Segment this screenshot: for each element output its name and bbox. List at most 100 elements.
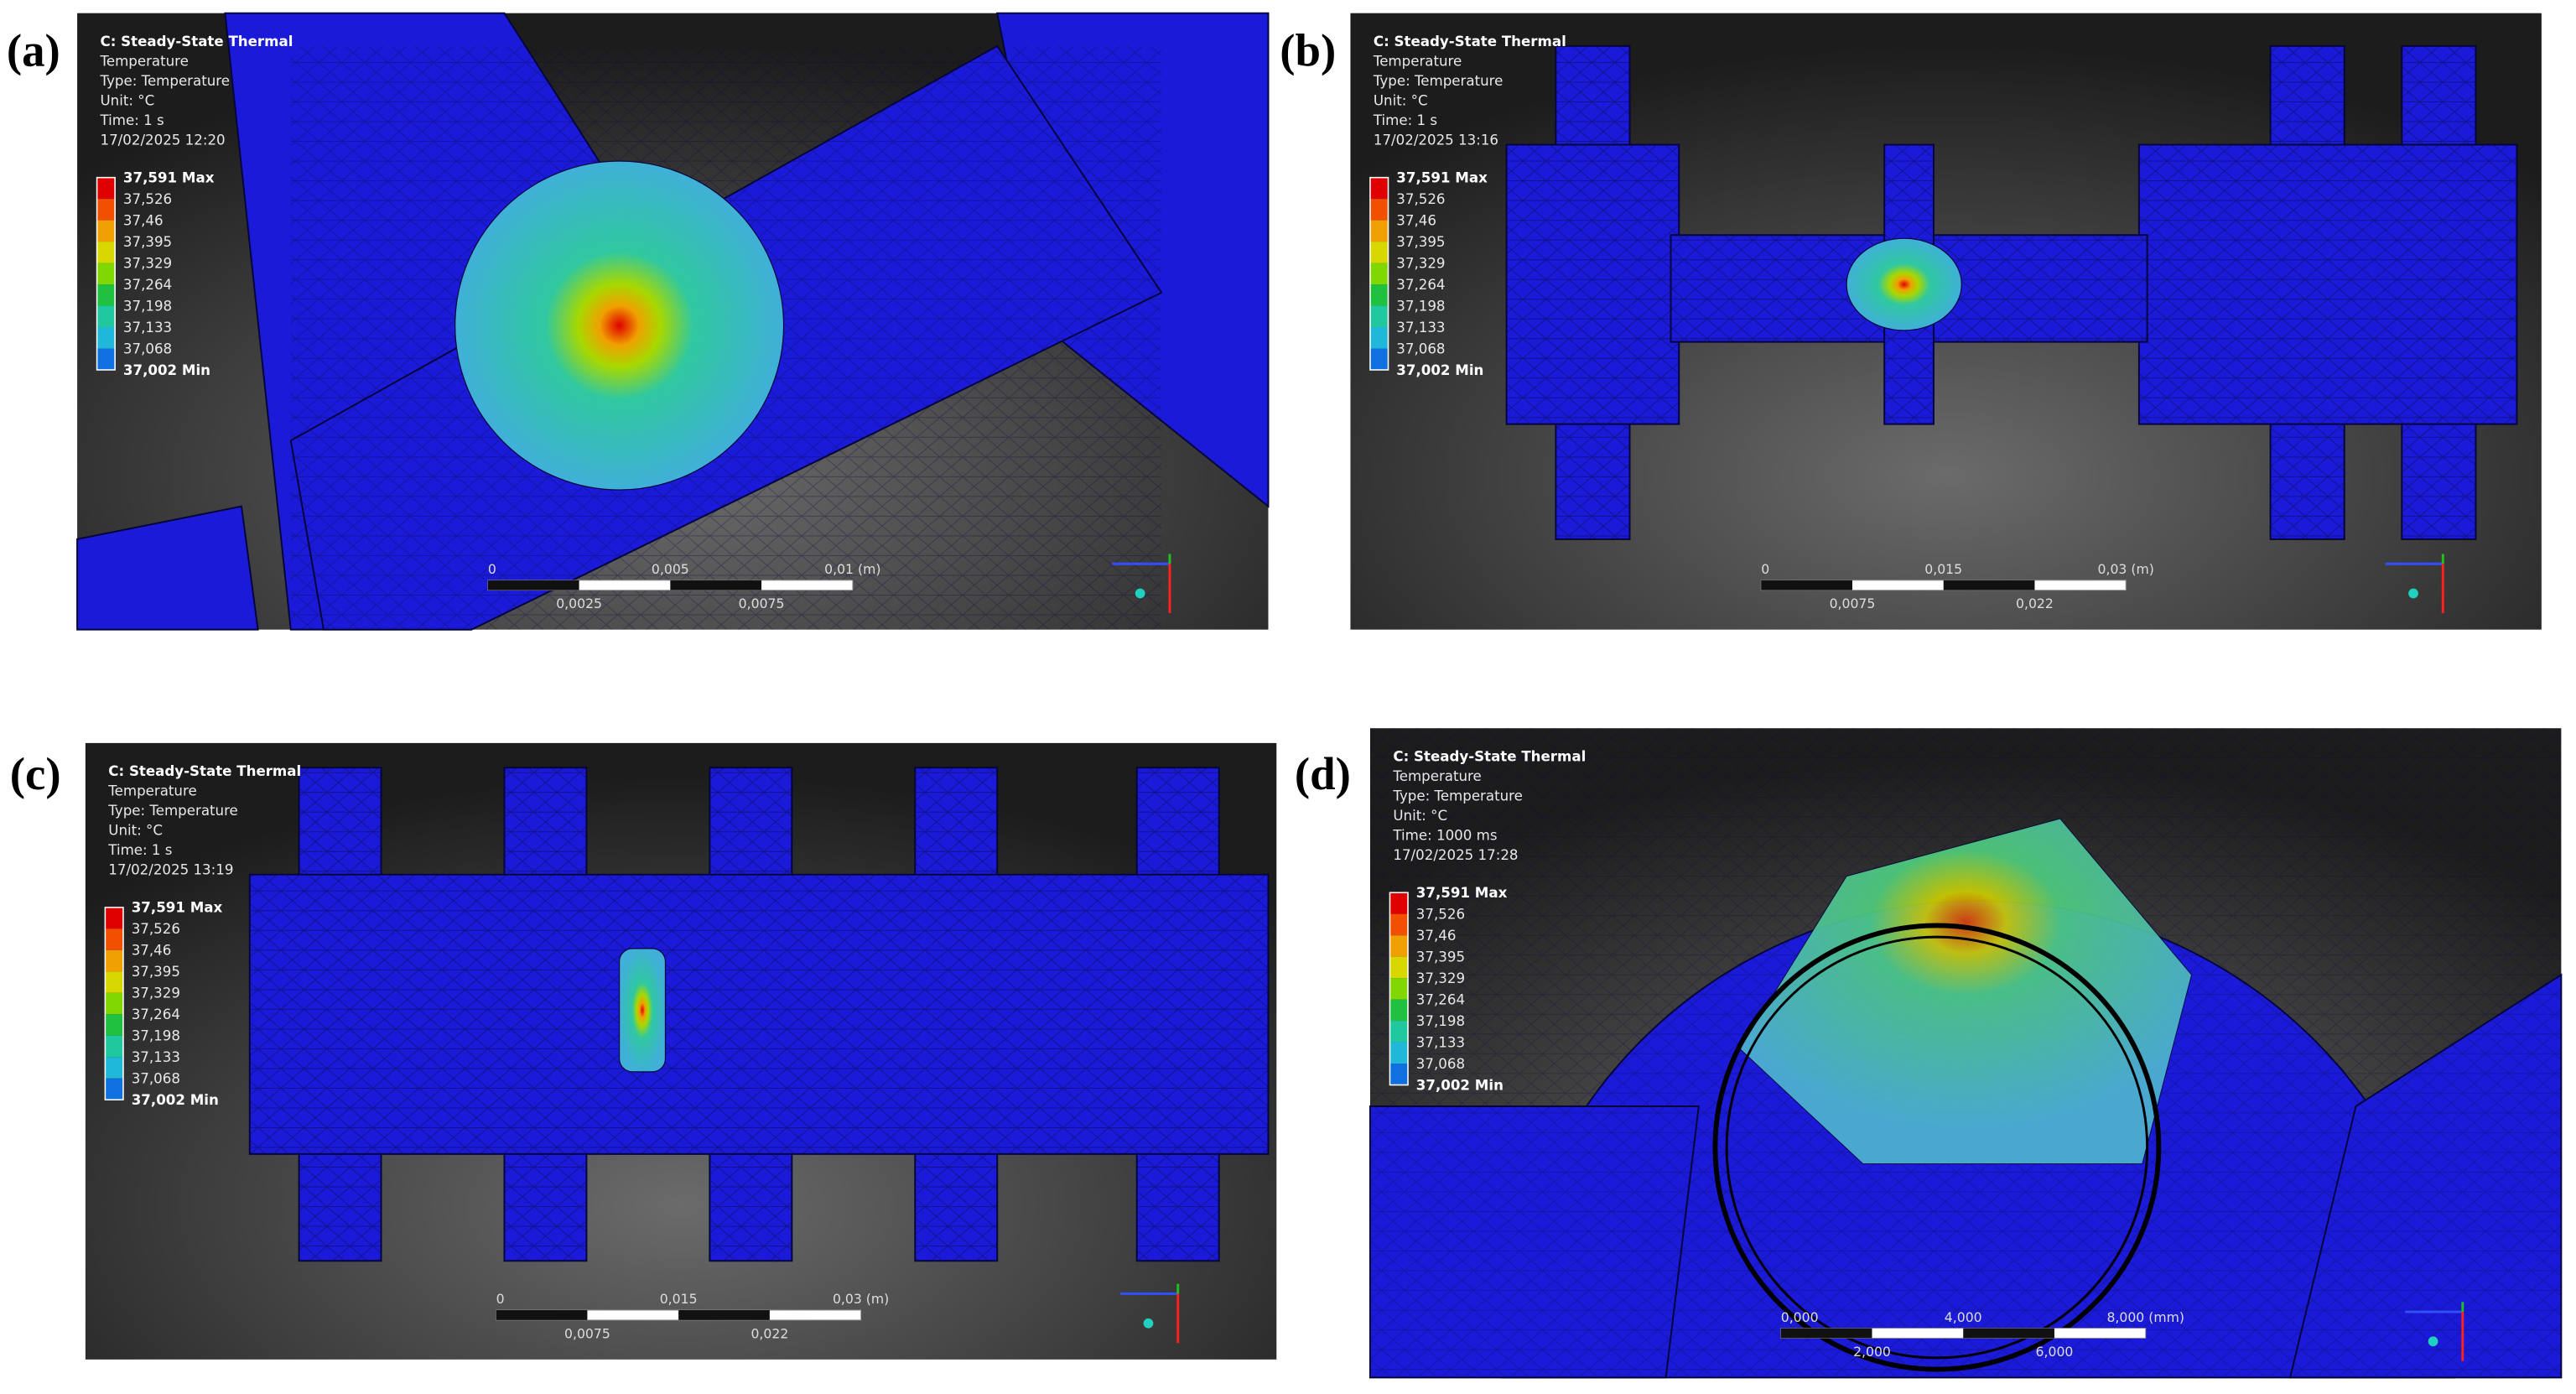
legend-label: 37,002 Min: [132, 1092, 219, 1108]
ring: [1725, 935, 2149, 1360]
legend-label: 37,395: [123, 234, 172, 250]
legend-label: 37,526: [132, 921, 180, 937]
legend-label: 37,002 Min: [1416, 1077, 1504, 1093]
legend-label: 37,526: [1396, 191, 1445, 207]
legend-label: 37,46: [1396, 213, 1436, 229]
legend-swatch: [96, 284, 116, 306]
legend-swatch: [1369, 263, 1389, 285]
legend-swatch: [1369, 284, 1389, 306]
legend-label: 37,329: [1416, 970, 1465, 986]
header-line: C: Steady-State Thermal: [101, 34, 293, 49]
legend-swatch: [96, 177, 116, 200]
hotspot: [1846, 237, 1962, 331]
scale-label: 0,0075: [564, 1325, 610, 1341]
legend-label: 37,198: [132, 1028, 180, 1044]
scale-bar: [678, 1310, 770, 1320]
header-line: 17/02/2025 13:19: [108, 862, 233, 878]
scale-bar: [670, 580, 762, 590]
mesh-lines: [1506, 144, 1680, 424]
scale-label: 0,015: [660, 1291, 698, 1307]
scale-label: 0,022: [2016, 596, 2054, 611]
panel-label: (d): [1295, 748, 1351, 799]
legend-swatch: [96, 263, 116, 285]
legend-swatch: [1389, 913, 1409, 936]
mesh-body: [76, 505, 259, 631]
hotspot: [619, 948, 667, 1073]
scale-bar: [1780, 1328, 1872, 1339]
legend-label: 37,264: [132, 1006, 180, 1022]
legend-label: 37,46: [123, 213, 164, 229]
scale-bar: [487, 580, 579, 590]
legend-label: 37,133: [132, 1049, 180, 1065]
legend-swatch: [96, 220, 116, 242]
header-line: Unit: °C: [1393, 808, 1447, 824]
panel-label: (b): [1280, 24, 1336, 75]
legend-swatch: [105, 1078, 123, 1100]
legend-swatch: [1369, 327, 1389, 349]
legend-label: 37,068: [132, 1071, 180, 1087]
scale-label: 4,000: [1945, 1309, 1982, 1325]
mesh-lines: [2138, 144, 2517, 424]
panel: C: Steady-State Thermal Temperature Type: …: [76, 12, 1270, 631]
legend-swatch: [1389, 1064, 1409, 1085]
scale-bar: [1761, 580, 1852, 590]
legend-label: 37,002 Min: [123, 362, 210, 378]
header-line: Type: Temperature: [1373, 73, 1504, 89]
legend-label: 37,264: [123, 277, 172, 293]
legend-swatch: [1369, 199, 1389, 221]
legend-swatch: [96, 348, 116, 370]
legend-swatch: [1389, 892, 1409, 914]
scale-label: 0: [496, 1291, 505, 1307]
legend-label: 37,068: [123, 341, 172, 356]
axis-ball: [1143, 1318, 1154, 1329]
legend-swatch: [1389, 956, 1409, 979]
header-line: Time: 1 s: [107, 842, 172, 858]
legend-swatch: [1369, 177, 1389, 200]
scale-label: 0,03 (m): [833, 1291, 889, 1307]
legend-label: 37,068: [1416, 1056, 1465, 1072]
legend-swatch: [105, 1014, 123, 1036]
header-line: 17/02/2025 17:28: [1393, 847, 1518, 863]
legend-swatch: [96, 199, 116, 221]
legend-label: 37,526: [123, 191, 172, 207]
axis-ball: [2408, 588, 2418, 599]
header-line: Type: Temperature: [107, 803, 238, 819]
legend-swatch: [1369, 242, 1389, 263]
panel: C: Steady-State Thermal Temperature Type: …: [1368, 728, 2563, 1379]
legend-label: 37,591 Max: [1416, 885, 1508, 901]
scale-label: 8,000 (mm): [2106, 1309, 2184, 1325]
legend-swatch: [105, 992, 123, 1015]
scale-label: 0,0075: [1830, 596, 1876, 611]
legend-label: 37,133: [1416, 1034, 1465, 1050]
scale-label: 0: [488, 561, 496, 577]
legend-swatch: [1369, 348, 1389, 370]
legend-swatch: [1389, 999, 1409, 1022]
header-line: Type: Temperature: [100, 73, 231, 89]
header-line: Temperature: [107, 783, 196, 799]
header-line: Unit: °C: [1374, 92, 1428, 108]
legend-swatch: [1369, 305, 1389, 328]
hotspot: [454, 160, 785, 491]
legend-label: 37,395: [132, 964, 180, 980]
legend-label: 37,329: [123, 255, 172, 271]
legend-label: 37,46: [132, 943, 172, 959]
legend-swatch: [105, 907, 123, 929]
legend-frame: [1389, 892, 1409, 1086]
header-line: Temperature: [100, 53, 189, 69]
header-line: 17/02/2025 12:20: [101, 132, 226, 148]
legend-label: 37,526: [1416, 907, 1465, 923]
legend-swatch: [1369, 220, 1389, 242]
legend-swatch: [105, 1057, 123, 1079]
scale-bar: [1963, 1328, 2054, 1339]
legend-label: 37,198: [123, 298, 172, 314]
legend-label: 37,395: [1416, 949, 1465, 965]
legend-label: 37,133: [1396, 320, 1445, 335]
legend-label: 37,329: [132, 986, 180, 1001]
legend-swatch: [105, 928, 123, 950]
header-line: 17/02/2025 13:16: [1374, 132, 1498, 148]
legend-label: 37,395: [1396, 234, 1445, 250]
legend-swatch: [96, 327, 116, 349]
header-line: Temperature: [1392, 768, 1481, 784]
legend-swatch: [1389, 935, 1409, 957]
